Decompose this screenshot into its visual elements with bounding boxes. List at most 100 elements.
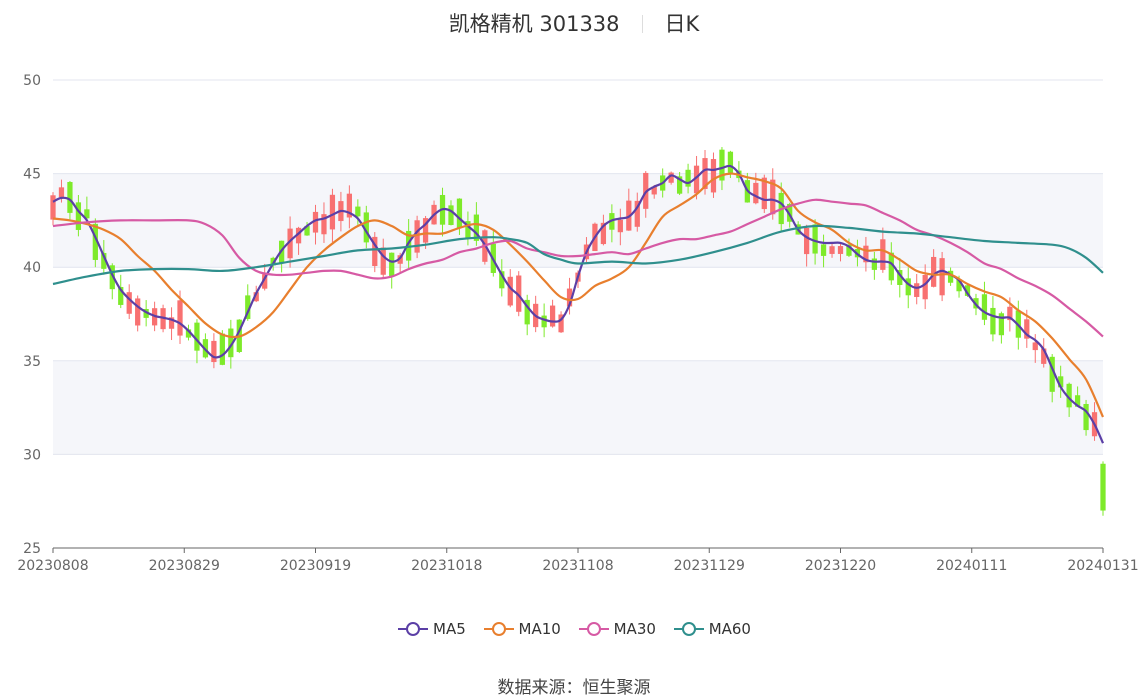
y-tick-label: 25 [23,541,41,557]
candle-body [702,158,708,189]
candle-body [727,151,734,173]
ma-line-ma30 [52,198,1104,338]
candle-body [685,169,691,187]
band-30-35 [53,361,1103,455]
candle-body [566,288,573,307]
candle-body [1058,376,1064,388]
candle-body [634,200,640,227]
candle-body [804,227,810,255]
y-tick-label: 45 [23,167,41,183]
candle-body [837,246,844,254]
candle-body [897,270,903,285]
legend-marker-icon [673,622,704,636]
period-label: 日K [664,12,700,36]
candle-body [67,182,73,213]
x-tick-label: 20231129 [674,558,745,574]
candle-body [761,177,767,210]
candle-body [135,298,141,326]
candle-body [329,194,336,230]
legend-item-ma5[interactable]: MA5 [397,620,466,638]
candle-body [820,244,827,256]
candle-body [253,292,259,302]
candle-body [228,328,234,358]
candle-body [947,270,954,283]
ma-lines [52,164,1105,444]
candle-body [245,295,251,319]
candle-body [549,305,556,327]
candle-body [998,313,1005,336]
band-25-30 [53,455,1103,548]
candle-body [1100,463,1106,511]
candle-body [126,292,132,314]
candle-body [888,252,894,281]
candle-body [143,308,149,318]
y-tick-label: 40 [23,260,41,276]
candle-body [109,265,115,290]
legend: MA5 MA10 MA30 MA60 [0,620,1148,642]
legend-label: MA30 [613,620,656,638]
candle-body [185,329,192,338]
candle-body [710,159,717,193]
x-tick-label: 20231018 [411,558,482,574]
candle-body [1074,395,1081,407]
y-tick-label: 30 [23,447,41,463]
ma-line-ma5 [52,164,1105,444]
candle-body [1041,348,1047,364]
candle-body [1032,342,1038,351]
candle-body [363,212,369,243]
candle-body [600,222,607,245]
x-tick-label: 20230919 [280,558,351,574]
candle-body [1066,383,1072,408]
candle-body [1024,319,1030,339]
legend-item-ma30[interactable]: MA30 [578,620,656,638]
candle-body [541,315,547,328]
title-divider [641,15,643,33]
candle-body [1083,404,1089,431]
candle-body [448,205,454,225]
y-tick-label: 35 [23,354,41,370]
x-tick-label: 20230829 [149,558,220,574]
candle-body [118,286,124,305]
candle-body [939,258,945,296]
candle-body [84,209,90,219]
candle-body [719,149,725,181]
legend-label: MA60 [708,620,751,638]
ma-line-ma60 [52,224,1104,286]
candle-body [456,198,463,228]
legend-marker-icon [398,622,428,636]
candle-body [355,206,361,217]
candle-body [516,275,522,312]
candle-body [346,193,352,218]
legend-item-ma10[interactable]: MA10 [483,620,561,638]
x-tick-label: 20231220 [805,558,876,574]
candle-body [499,271,505,289]
x-tick-label: 20240111 [936,558,1007,574]
candle-body [1049,356,1055,392]
candle-body [312,211,319,233]
candle-body [473,214,480,241]
candle-body [829,246,835,254]
candle-body [524,299,530,325]
candle-body [812,224,818,254]
candle-body [651,186,657,195]
candle-body [321,214,327,235]
candle-body [1007,306,1013,321]
legend-item-ma60[interactable]: MA60 [673,620,751,638]
candle-body [676,176,683,194]
candle-body [168,317,175,329]
candle-body [964,285,971,296]
candle-body [770,179,776,215]
candle-body [287,228,293,259]
x-tick-label: 20231108 [542,558,613,574]
candle-body [871,258,877,270]
candle-body [905,278,911,296]
candle-body [914,283,920,297]
candle-body [177,300,183,336]
axes: 25 30 35 40 45 50 20230808 20230829 20230919 2023… [17,73,1138,574]
candle-body [262,274,268,289]
candle-body [194,322,200,351]
chart-title: 凯格精机 301338 日K [0,8,1148,38]
candle-body [846,244,852,256]
candle-body [863,245,869,263]
candle-body [981,294,988,320]
